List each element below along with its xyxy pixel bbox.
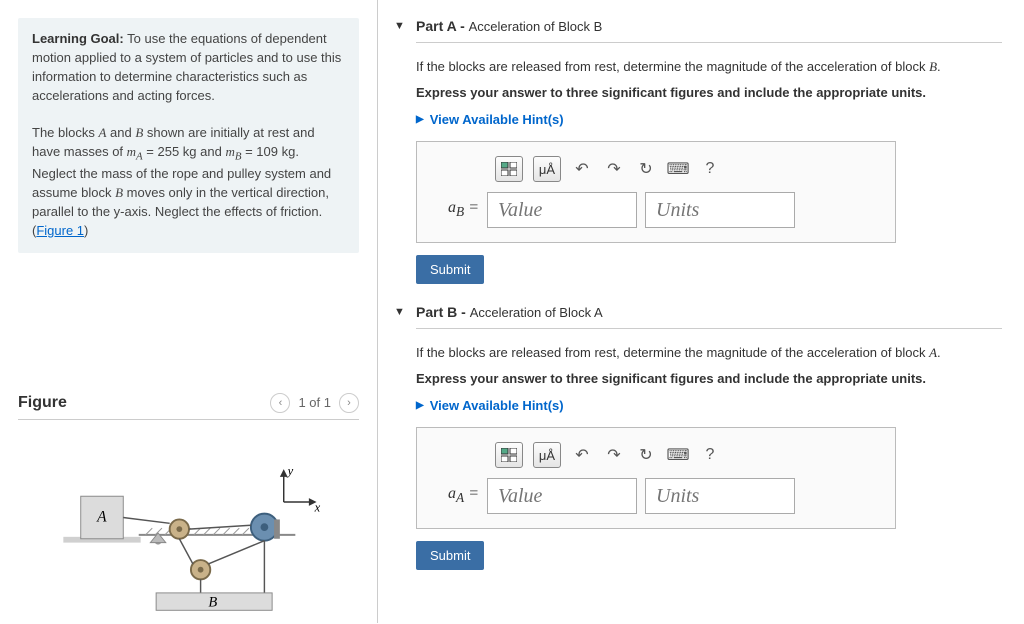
part-a-block: ▼ Part A - Acceleration of Block B If th… xyxy=(378,10,1024,296)
chevron-right-icon: ▶ xyxy=(416,400,424,411)
template-picker-button[interactable] xyxy=(495,156,523,182)
part-a-title-rest: Acceleration of Block B xyxy=(469,19,603,34)
figure-image: A B xyxy=(18,440,359,624)
fig-prev-button[interactable]: ‹ xyxy=(270,393,290,413)
left-panel: Learning Goal: To use the equations of d… xyxy=(0,0,378,623)
part-b-eq-label: aA = xyxy=(435,485,479,506)
right-panel: ▼ Part A - Acceleration of Block B If th… xyxy=(378,0,1024,623)
template-picker-button[interactable] xyxy=(495,442,523,468)
part-b-header[interactable]: ▼ Part B - Acceleration of Block A xyxy=(416,296,1002,329)
part-a-hints-toggle[interactable]: ▶ View Available Hint(s) xyxy=(416,112,1002,127)
svg-text:A: A xyxy=(96,508,107,525)
units-button[interactable]: μÅ xyxy=(533,156,561,182)
figure-header: Figure ‹ 1 of 1 › xyxy=(18,393,359,420)
fig-counter: 1 of 1 xyxy=(298,395,331,410)
part-a-answer-box: μÅ ↶ ↷ ↻ ⌨ ? aB = xyxy=(416,141,896,243)
reset-button[interactable]: ↻ xyxy=(635,158,657,180)
part-a-question: If the blocks are released from rest, de… xyxy=(416,57,1002,77)
redo-button[interactable]: ↷ xyxy=(603,158,625,180)
caret-icon: ▼ xyxy=(394,306,405,318)
part-a-units-input[interactable] xyxy=(645,192,795,228)
part-b-toolbar: μÅ ↶ ↷ ↻ ⌨ ? xyxy=(495,442,877,468)
keyboard-button[interactable]: ⌨ xyxy=(667,444,689,466)
part-b-units-input[interactable] xyxy=(645,478,795,514)
part-a-toolbar: μÅ ↶ ↷ ↻ ⌨ ? xyxy=(495,156,877,182)
fig-next-button[interactable]: › xyxy=(339,393,359,413)
part-a-input-row: aB = xyxy=(435,192,877,228)
part-b-block: ▼ Part B - Acceleration of Block A If th… xyxy=(378,296,1024,582)
part-b-title-rest: Acceleration of Block A xyxy=(470,305,603,320)
figure-nav: ‹ 1 of 1 › xyxy=(270,393,359,413)
part-a-instruction: Express your answer to three significant… xyxy=(416,83,1002,103)
figure-link[interactable]: Figure 1 xyxy=(36,223,84,238)
redo-button[interactable]: ↷ xyxy=(603,444,625,466)
undo-button[interactable]: ↶ xyxy=(571,158,593,180)
units-button[interactable]: μÅ xyxy=(533,442,561,468)
part-b-instruction: Express your answer to three significant… xyxy=(416,369,1002,389)
part-b-title-bold: Part B - xyxy=(416,304,470,320)
part-a-header[interactable]: ▼ Part A - Acceleration of Block B xyxy=(416,10,1002,43)
reset-button[interactable]: ↻ xyxy=(635,444,657,466)
svg-text:B: B xyxy=(208,594,217,610)
part-a-value-input[interactable] xyxy=(487,192,637,228)
pulley-diagram-svg: A B xyxy=(44,440,334,624)
svg-text:y: y xyxy=(285,464,293,478)
part-b-question: If the blocks are released from rest, de… xyxy=(416,343,1002,363)
problem-text: The blocks A and B shown are initially a… xyxy=(32,125,331,238)
part-b-submit-button[interactable]: Submit xyxy=(416,541,484,570)
part-b-hints-toggle[interactable]: ▶ View Available Hint(s) xyxy=(416,398,1002,413)
part-b-input-row: aA = xyxy=(435,478,877,514)
help-button[interactable]: ? xyxy=(699,158,721,180)
part-a-submit-button[interactable]: Submit xyxy=(416,255,484,284)
undo-button[interactable]: ↶ xyxy=(571,444,593,466)
template-icon xyxy=(501,162,517,176)
template-icon xyxy=(501,448,517,462)
keyboard-button[interactable]: ⌨ xyxy=(667,158,689,180)
help-button[interactable]: ? xyxy=(699,444,721,466)
part-b-value-input[interactable] xyxy=(487,478,637,514)
goal-label: Learning Goal: xyxy=(32,31,124,46)
part-a-title-bold: Part A - xyxy=(416,18,469,34)
learning-goal-box: Learning Goal: To use the equations of d… xyxy=(18,18,359,253)
figure-heading: Figure xyxy=(18,394,67,412)
part-a-eq-label: aB = xyxy=(435,199,479,220)
part-b-answer-box: μÅ ↶ ↷ ↻ ⌨ ? aA = xyxy=(416,427,896,529)
chevron-right-icon: ▶ xyxy=(416,114,424,125)
svg-text:x: x xyxy=(313,500,320,514)
caret-icon: ▼ xyxy=(394,20,405,32)
